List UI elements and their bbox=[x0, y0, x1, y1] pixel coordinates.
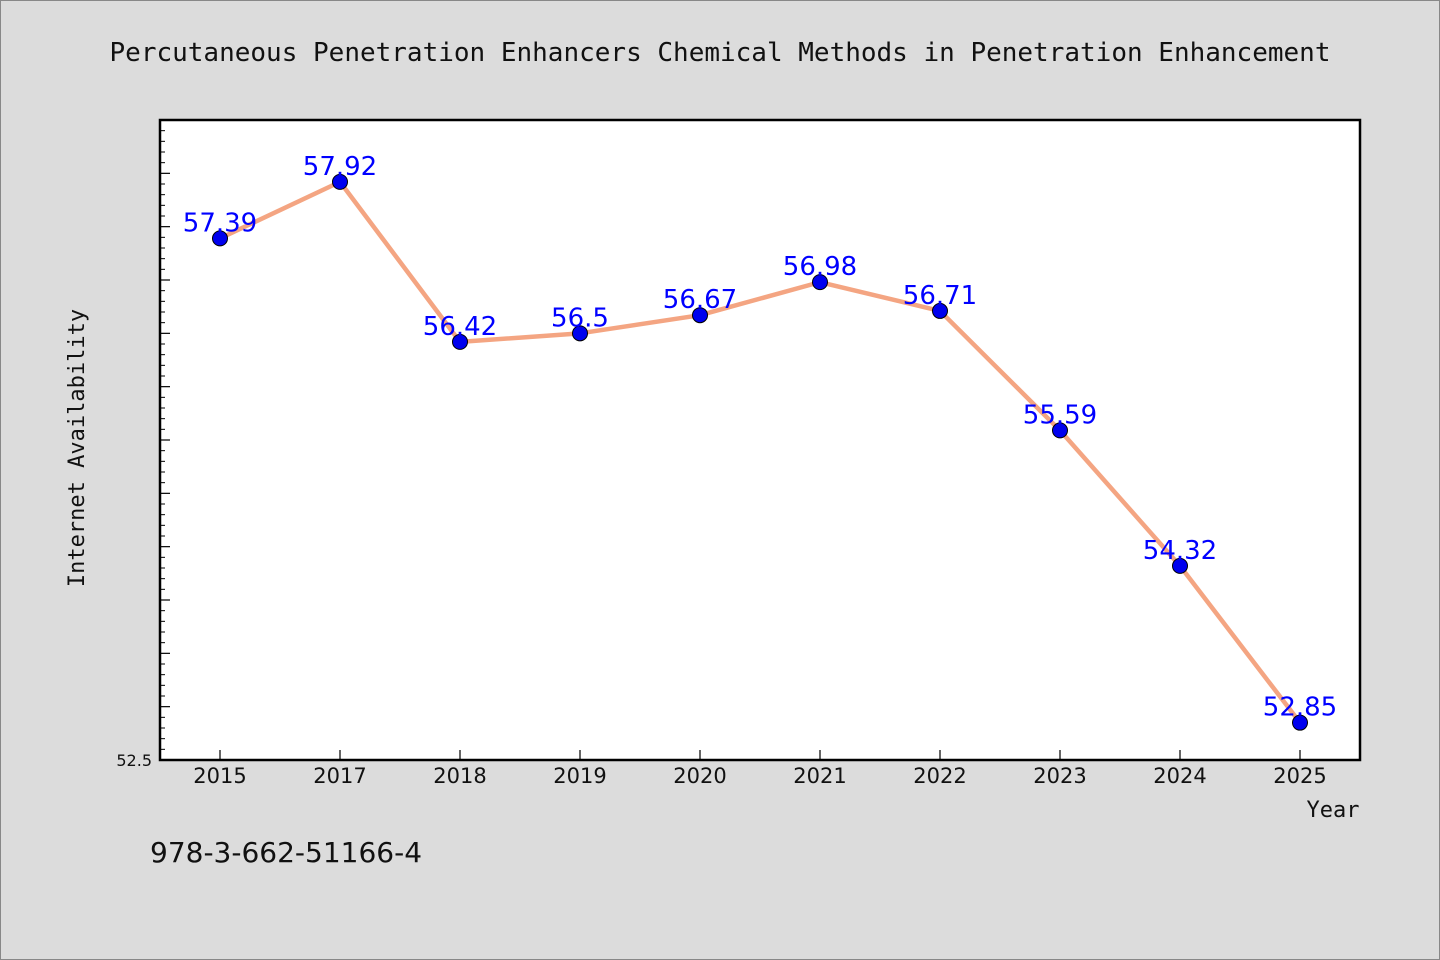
y-axis-label: Internet Availability bbox=[65, 309, 90, 587]
x-tick-label: 2018 bbox=[433, 764, 486, 788]
data-point bbox=[452, 333, 468, 350]
x-tick-label: 2020 bbox=[673, 764, 726, 788]
data-label: 56.67 bbox=[663, 285, 737, 315]
x-tick-label: 2023 bbox=[1033, 764, 1086, 788]
data-label: 52.85 bbox=[1263, 693, 1337, 723]
x-tick-label: 2017 bbox=[313, 764, 366, 788]
data-point bbox=[812, 274, 828, 291]
chart-title: Percutaneous Penetration Enhancers Chemi… bbox=[110, 38, 1331, 68]
data-label: 55.59 bbox=[1023, 400, 1097, 430]
x-tick-label: 2015 bbox=[193, 764, 246, 788]
data-point bbox=[692, 307, 708, 324]
data-label: 56.71 bbox=[903, 281, 977, 311]
x-tick-label: 2024 bbox=[1153, 764, 1206, 788]
data-label: 57.39 bbox=[183, 208, 257, 238]
data-point bbox=[572, 325, 588, 342]
y-axis-ticks: 52.5 bbox=[116, 119, 170, 770]
x-axis-label: Year bbox=[1307, 798, 1360, 823]
data-label: 57.92 bbox=[303, 152, 377, 182]
x-axis-ticks: 2015 2017 2018 2019 2020 2021 2022 2023 2024 2025 bbox=[193, 750, 1327, 788]
series-line bbox=[219, 179, 1302, 725]
plot-area bbox=[158, 118, 1362, 762]
x-tick-label: 2021 bbox=[793, 764, 846, 788]
data-label: 54.32 bbox=[1143, 536, 1217, 566]
x-tick-label: 2019 bbox=[553, 764, 606, 788]
data-label: 56.42 bbox=[423, 312, 497, 342]
data-point bbox=[932, 302, 948, 319]
data-point bbox=[1292, 714, 1308, 731]
series-layer: 57.39 57.92 56.42 56.5 56.67 56.98 56.71 55.59 5… bbox=[183, 152, 1337, 731]
data-point bbox=[1052, 422, 1068, 439]
data-label: 56.98 bbox=[783, 252, 857, 282]
data-point bbox=[212, 230, 228, 247]
x-tick-label: 2022 bbox=[913, 764, 966, 788]
x-tick-label: 2025 bbox=[1273, 764, 1326, 788]
footnote: 978-3-662-51166-4 bbox=[150, 836, 422, 869]
y-tick-label: 52.5 bbox=[116, 751, 152, 770]
data-point bbox=[1172, 557, 1188, 574]
data-label: 56.5 bbox=[551, 303, 609, 333]
data-point bbox=[332, 173, 348, 190]
